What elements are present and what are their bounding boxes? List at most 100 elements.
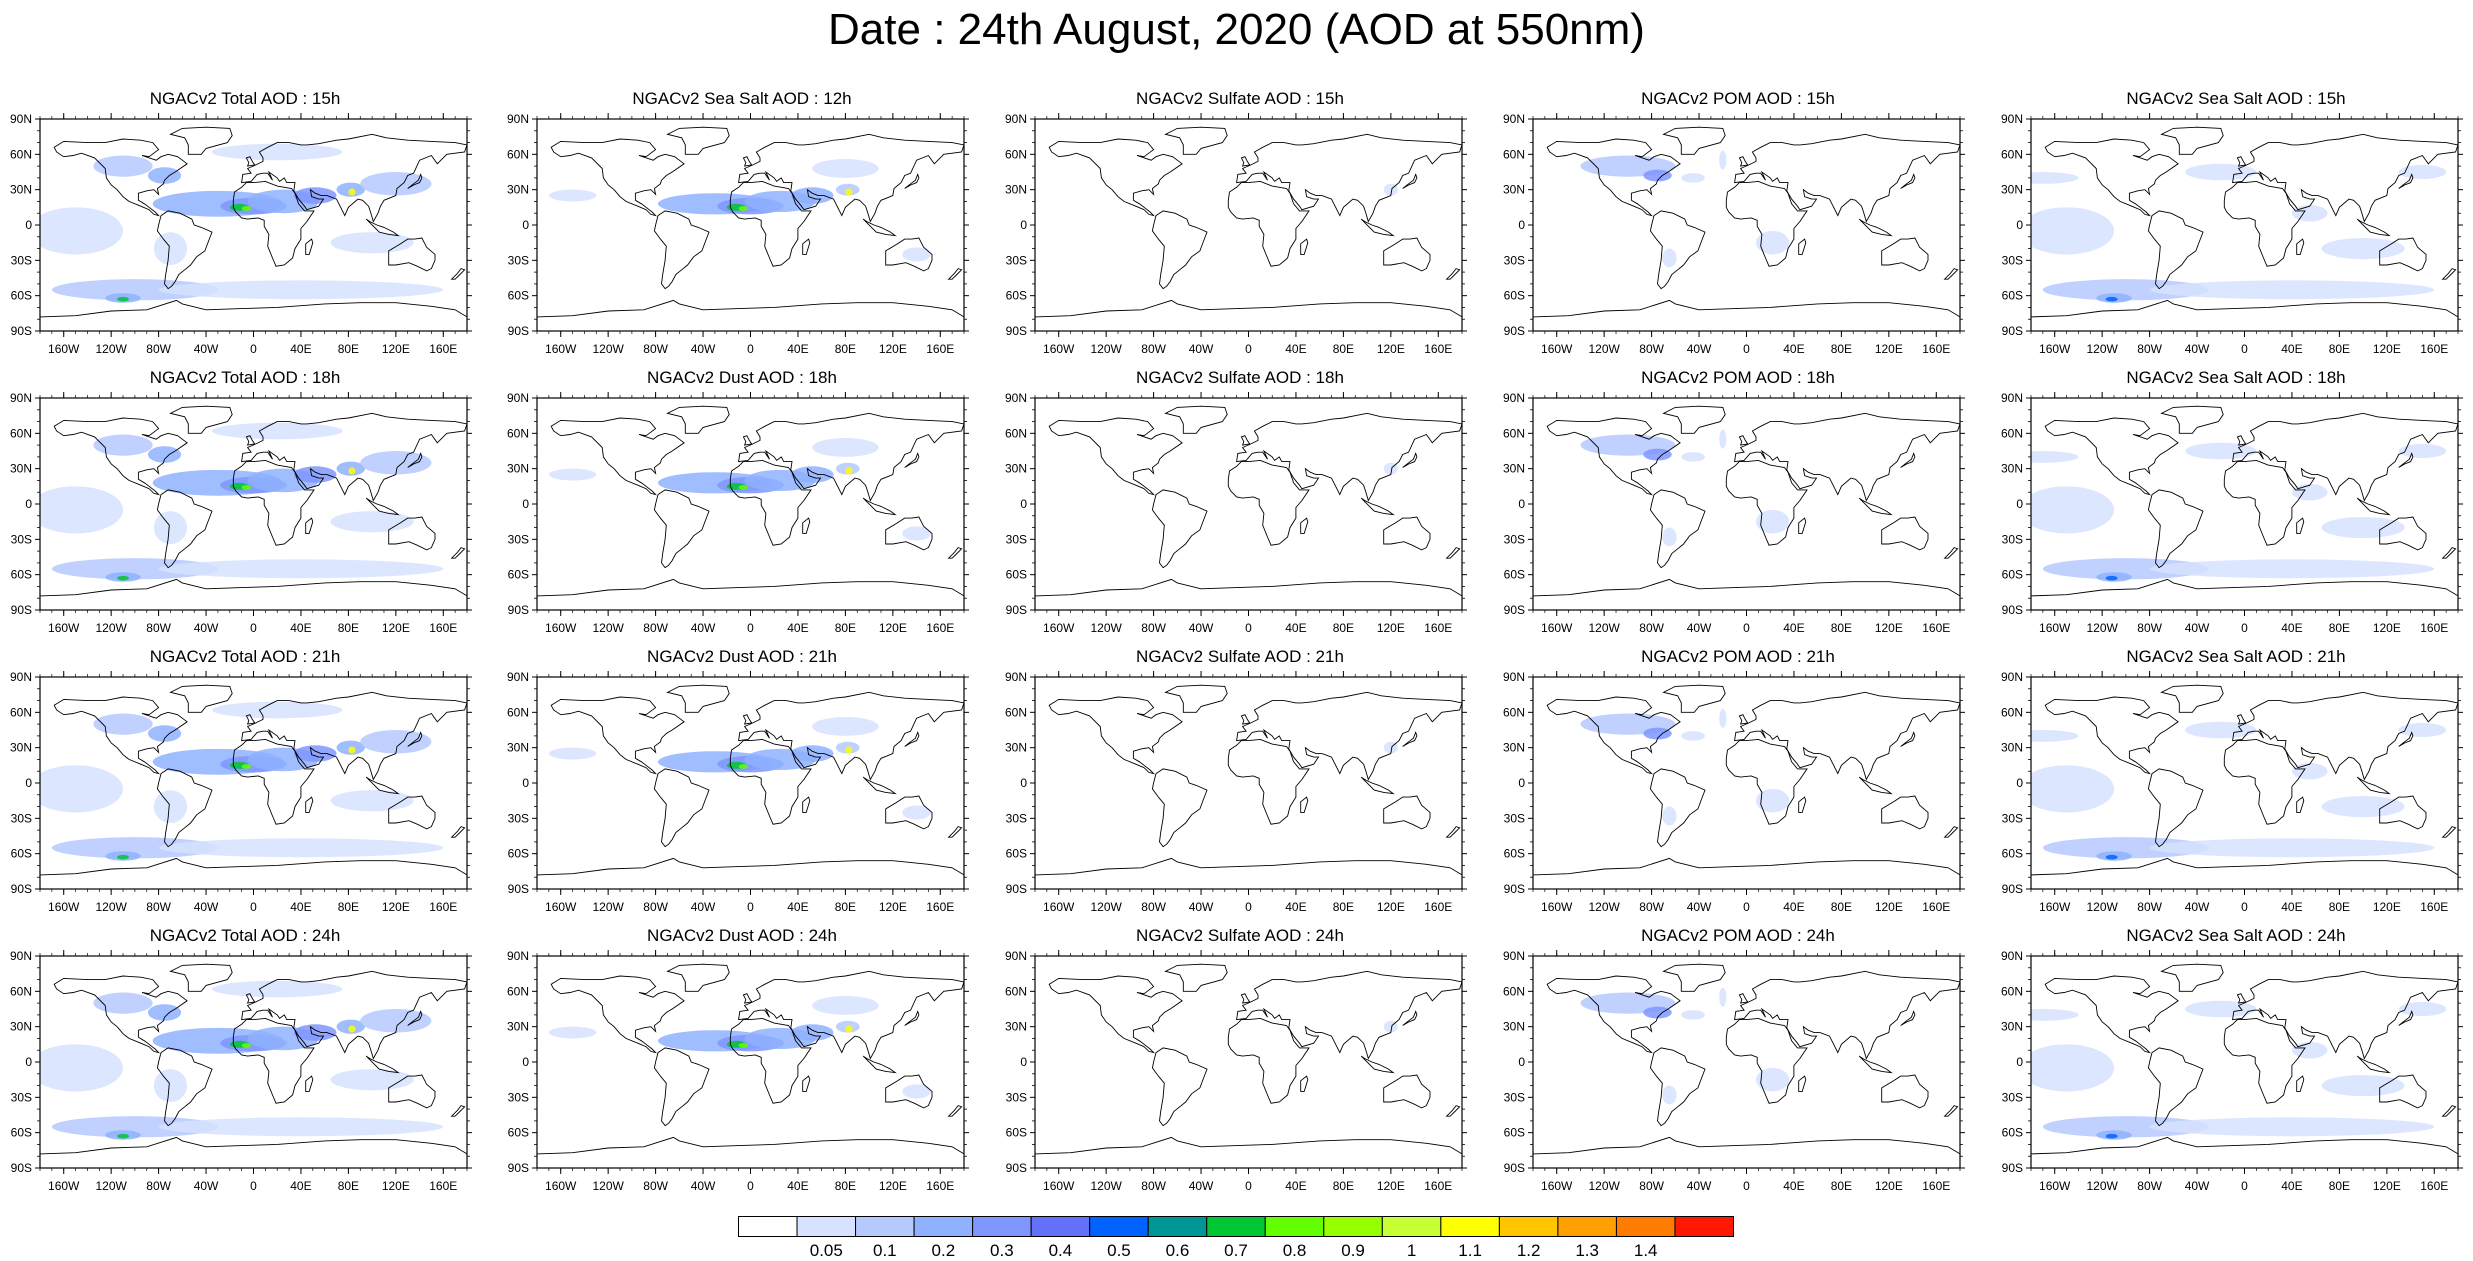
coastline-north-america	[550, 417, 685, 496]
coastline-madagascar	[305, 238, 314, 255]
coastline-madagascar	[1300, 1075, 1309, 1092]
map-frame	[1034, 118, 1463, 332]
lat-label: 0	[1020, 776, 1027, 790]
lon-label: 80W	[1141, 1179, 1166, 1192]
panel-title: NGACv2 POM AOD : 24h	[1641, 926, 1835, 945]
aod-plume	[548, 747, 597, 760]
coastline-eurasia	[738, 133, 964, 223]
aod-plumes	[1580, 150, 1790, 268]
lon-label: 160W	[2039, 342, 2071, 355]
aod-plume	[2042, 1116, 2209, 1138]
coastline-japan	[904, 1010, 920, 1026]
lat-label: 60S	[1504, 289, 1525, 303]
coastline-new-zealand	[2441, 268, 2457, 280]
aod-plume	[153, 790, 188, 824]
lon-label: 120W	[2086, 342, 2118, 355]
lon-label: 120W	[1588, 1179, 1620, 1192]
coastline-australia	[1383, 237, 1431, 272]
aod-plume	[2031, 730, 2079, 742]
coastline-indonesia	[1858, 218, 1893, 237]
lon-label: 0	[2241, 900, 2248, 913]
lon-label: 160E	[429, 621, 457, 634]
coastline-north-america	[2044, 417, 2179, 496]
lon-label: 80E	[338, 1179, 359, 1192]
coastline-south-america	[156, 768, 213, 848]
coastline-africa	[232, 180, 315, 267]
aod-plume	[2185, 442, 2257, 460]
aod-plume	[117, 1133, 129, 1139]
lon-label: 40W	[194, 621, 219, 634]
aod-plume	[117, 296, 129, 302]
aod-plume	[348, 1025, 356, 1033]
coastline-eurasia	[1734, 412, 1960, 502]
lon-label: 160W	[48, 900, 80, 913]
coastline-greenland	[169, 126, 233, 155]
lat-label: 30S	[508, 253, 529, 267]
coastline-australia	[2379, 1074, 2427, 1109]
lon-label: 40W	[1189, 1179, 1214, 1192]
coastline-indonesia	[2356, 497, 2391, 516]
lat-label: 60N	[10, 705, 32, 719]
coastline-antarctica	[1035, 578, 1462, 597]
lat-label: 30N	[1005, 1020, 1027, 1034]
lon-label: 40E	[1285, 900, 1306, 913]
world-map: 90N 60N 30N 0 30S 60S 90S 160W 120W 80W 40W 0 40E 80E…	[1503, 949, 1965, 1192]
lon-label: 160E	[1424, 342, 1452, 355]
lat-label: 0	[25, 218, 32, 232]
aod-plume	[2398, 1001, 2447, 1017]
lon-label: 120E	[1875, 621, 1903, 634]
coastline-new-zealand	[450, 547, 466, 559]
lat-label: 30S	[508, 811, 529, 825]
coastline-antarctica	[40, 299, 467, 318]
aod-plumes	[2031, 442, 2447, 582]
aod-plume	[348, 188, 356, 196]
lat-label: 0	[1020, 218, 1027, 232]
lon-label: 40W	[1687, 342, 1712, 355]
aod-plume	[2185, 1000, 2257, 1018]
lon-label: 120E	[382, 1179, 410, 1192]
coastline-new-zealand	[450, 268, 466, 280]
coastline-north-america	[1048, 975, 1183, 1054]
coastline-uk	[1240, 993, 1251, 1004]
lon-label: 40E	[1285, 1179, 1306, 1192]
aod-plume	[2042, 279, 2209, 301]
lon-label: 120W	[95, 1179, 127, 1192]
aod-plume	[2042, 558, 2209, 580]
colorbar-box	[1264, 1216, 1325, 1237]
lon-label: 80W	[1639, 621, 1664, 634]
map-panel: NGACv2 Total AOD : 15h 90N 60N 30N 0 30S 60S 90…	[0, 89, 490, 369]
map-panel: NGACv2 Total AOD : 18h 90N 60N 30N 0 30S 60S 90…	[0, 368, 490, 648]
lat-label: 60N	[1005, 147, 1027, 161]
colorbar-label: 0.1	[873, 1241, 897, 1260]
colorbar-label: 1.1	[1458, 1241, 1482, 1260]
world-map: 90N 60N 30N 0 30S 60S 90S 160W 120W 80W 40W 0 40E 80E…	[2001, 112, 2463, 355]
lon-label: 160W	[1043, 1179, 1075, 1192]
map-panel: NGACv2 Total AOD : 21h 90N 60N 30N 0 30S 60S 90…	[0, 647, 490, 927]
lon-label: 0	[2241, 621, 2248, 634]
map-panel: NGACv2 Sulfate AOD : 21h 90N 60N 30N 0 30S 60S…	[995, 647, 1485, 927]
aod-plume	[153, 232, 188, 266]
lat-label: 90S	[508, 603, 529, 617]
lat-label: 30N	[507, 183, 529, 197]
map-panel: NGACv2 Dust AOD : 18h 90N 60N 30N 0 30S 60S 90S…	[497, 368, 987, 648]
lon-label: 120E	[879, 621, 907, 634]
aod-plume	[51, 837, 218, 859]
aod-plumes	[40, 980, 444, 1140]
coastline-north-america	[1546, 696, 1681, 775]
coastline-greenland	[666, 963, 730, 992]
lon-label: 40W	[194, 342, 219, 355]
coastline-eurasia	[1236, 412, 1462, 502]
aod-plume	[2031, 765, 2115, 813]
lat-label: 90S	[2002, 882, 2023, 896]
lat-label: 90N	[2001, 670, 2023, 684]
lon-label: 160W	[1541, 621, 1573, 634]
lat-label: 90N	[1503, 949, 1525, 963]
colorbar-label: 0.9	[1341, 1241, 1365, 1260]
coastline-africa	[1227, 1017, 1310, 1104]
coastline-australia	[1881, 516, 1929, 551]
lat-label: 90N	[1503, 112, 1525, 126]
lat-label: 60N	[1503, 705, 1525, 719]
colorbar-box	[972, 1216, 1032, 1237]
panel-title: NGACv2 Sea Salt AOD : 15h	[2126, 89, 2346, 108]
